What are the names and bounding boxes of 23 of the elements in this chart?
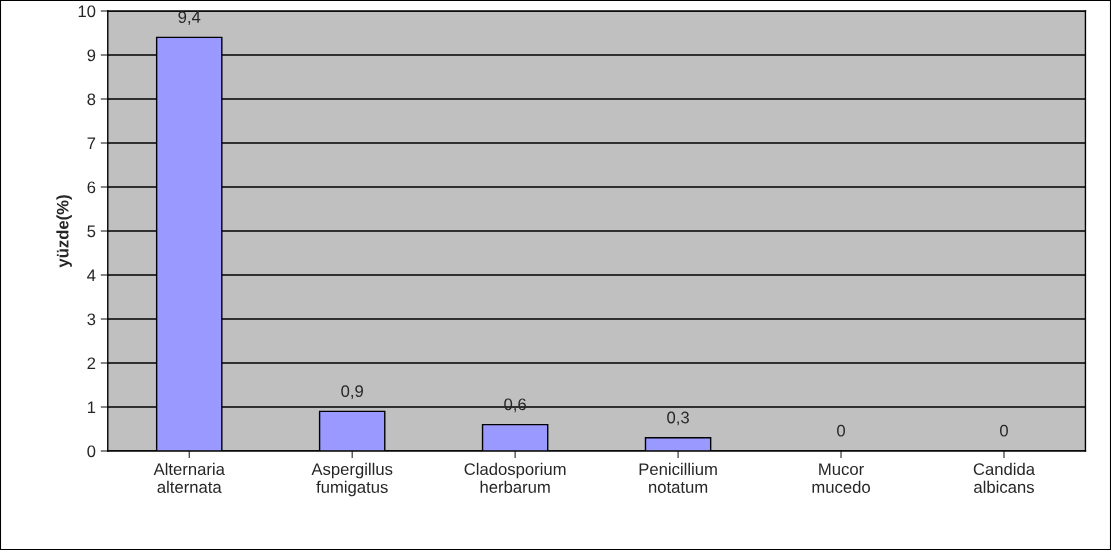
y-tick-label: 7 <box>87 137 96 150</box>
x-tick-label: Candida albicans <box>973 462 1036 493</box>
x-tick-label: Cladosporium herbarum <box>464 462 566 493</box>
y-tick-label: 5 <box>87 225 96 238</box>
y-tick-label: 3 <box>87 313 96 326</box>
x-tick-label: Mucor mucedo <box>812 463 870 493</box>
data-label: 9,4 <box>178 11 201 25</box>
y-tick-label: 4 <box>87 269 96 282</box>
data-label: 0 <box>999 424 1008 437</box>
y-tick-label: 6 <box>87 181 96 194</box>
data-label: 0,3 <box>667 411 689 426</box>
y-tick-label: 2 <box>87 357 96 370</box>
y-tick-label: 10 <box>78 5 96 18</box>
y-tick-label: 9 <box>87 49 96 62</box>
data-label: 0 <box>837 424 846 437</box>
data-label: 0,9 <box>341 385 363 399</box>
x-tick-label: Alternaria alternata <box>153 462 225 493</box>
y-tick-label: 0 <box>87 445 96 458</box>
y-tick-label: 1 <box>87 401 96 414</box>
y-axis-title: yüzde(%) <box>56 195 72 268</box>
y-tick-label: 8 <box>87 93 96 106</box>
x-tick-label: Aspergillus fumigatus <box>311 462 393 497</box>
x-tick-label: Penicillium notatum <box>639 462 717 493</box>
